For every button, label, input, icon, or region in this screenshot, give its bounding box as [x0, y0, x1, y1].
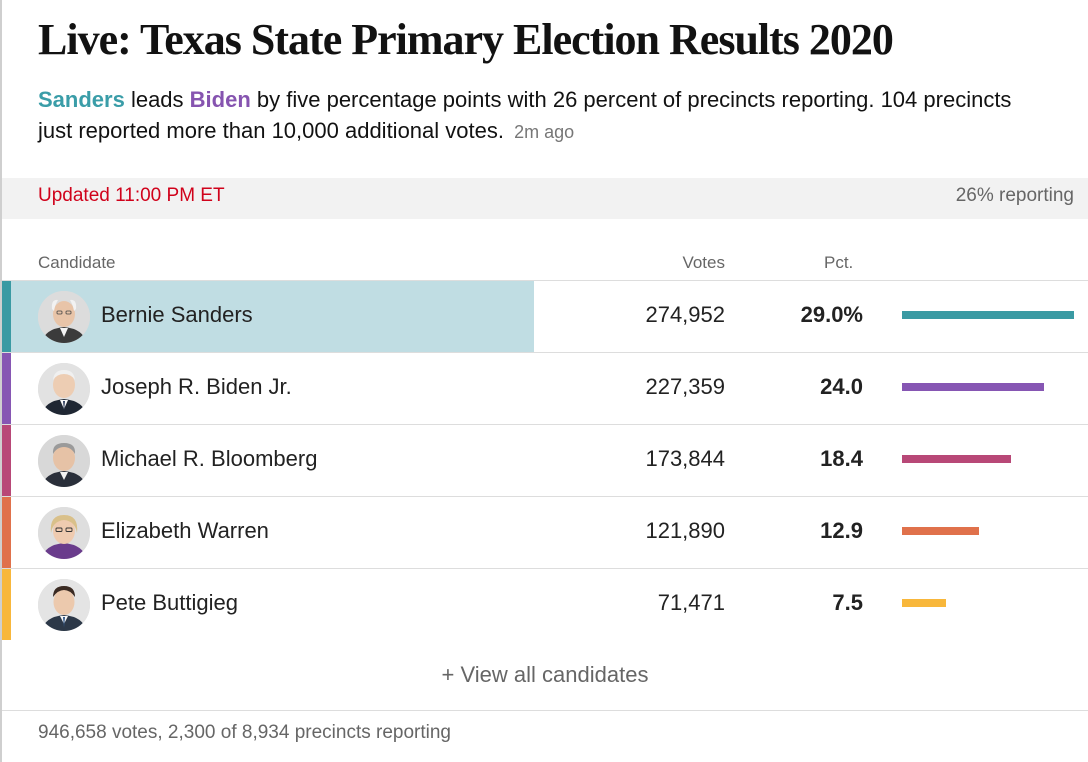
party-color-stripe [2, 353, 11, 424]
pct-bar [902, 599, 946, 607]
summary-leads-word: leads [124, 87, 190, 112]
candidate-name: Michael R. Bloomberg [101, 446, 318, 471]
candidate-votes: 121,890 [645, 518, 725, 543]
candidate-pct: 7.5 [832, 590, 863, 615]
column-header-candidate: Candidate [38, 253, 116, 272]
pct-bar-track [902, 527, 1074, 535]
table-row: Michael R. Bloomberg 173,844 18.4 [2, 425, 1088, 497]
party-color-stripe [2, 569, 11, 640]
candidate-votes: 227,359 [645, 374, 725, 399]
party-color-stripe [2, 497, 11, 568]
pct-bar-track [902, 455, 1074, 463]
leader-highlight [11, 281, 534, 352]
candidate-pct: 12.9 [820, 518, 863, 543]
candidate-votes: 71,471 [657, 590, 725, 615]
reporting-percent: 26% reporting [955, 185, 1074, 206]
status-bar: Updated 11:00 PM ET 26% reporting [2, 178, 1088, 219]
party-color-stripe [2, 281, 11, 352]
view-all-candidates-label[interactable]: + View all candidates [441, 662, 649, 687]
joe-biden-icon [38, 363, 90, 415]
page-title: Live: Texas State Primary Election Resul… [38, 15, 894, 64]
table-row: Joseph R. Biden Jr. 227,359 24.0 [2, 353, 1088, 425]
column-header-pct: Pct. [824, 253, 854, 272]
table-row: Bernie Sanders 274,952 29.0% [2, 281, 1088, 353]
updated-time: Updated 11:00 PM ET [38, 185, 225, 206]
candidate-name: Pete Buttigieg [101, 590, 238, 615]
candidate-name: Bernie Sanders [101, 302, 253, 327]
view-all-candidates-button[interactable]: + View all candidates [2, 640, 1088, 711]
pct-bar-track [902, 599, 1074, 607]
pete-buttigieg-icon [38, 579, 90, 631]
candidate-name: Elizabeth Warren [101, 518, 269, 543]
pct-bar [902, 383, 1044, 391]
candidate-pct: 24.0 [820, 374, 863, 399]
table-row: Elizabeth Warren 121,890 12.9 [2, 497, 1088, 569]
pct-bar [902, 311, 1074, 319]
precincts-summary: 946,658 votes, 2,300 of 8,934 precincts … [38, 722, 451, 743]
candidate-pct: 29.0% [800, 302, 863, 327]
pct-bar [902, 455, 1011, 463]
runner-up-name: Biden [189, 87, 251, 112]
summary-text: by five percentage points with 26 percen… [38, 87, 1012, 143]
column-header-votes: Votes [682, 253, 725, 272]
timestamp: 2m ago [514, 122, 575, 142]
candidate-votes: 173,844 [645, 446, 725, 471]
left-border [0, 0, 2, 762]
leader-name: Sanders [38, 87, 125, 112]
elizabeth-warren-icon [38, 507, 90, 559]
michael-bloomberg-icon [38, 435, 90, 487]
pct-bar-track [902, 383, 1074, 391]
pct-bar [902, 527, 979, 535]
results-summary: Sanders leads Biden by five percentage p… [38, 84, 1038, 148]
party-color-stripe [2, 425, 11, 496]
pct-bar-track [902, 311, 1074, 319]
table-row: Pete Buttigieg 71,471 7.5 [2, 569, 1088, 641]
candidate-name: Joseph R. Biden Jr. [101, 374, 292, 399]
bernie-sanders-icon [38, 291, 90, 343]
table-header: Candidate Votes Pct. [2, 248, 1088, 281]
candidate-votes: 274,952 [645, 302, 725, 327]
candidate-pct: 18.4 [820, 446, 863, 471]
results-table: Candidate Votes Pct. Bernie Sanders 274,… [2, 248, 1088, 641]
